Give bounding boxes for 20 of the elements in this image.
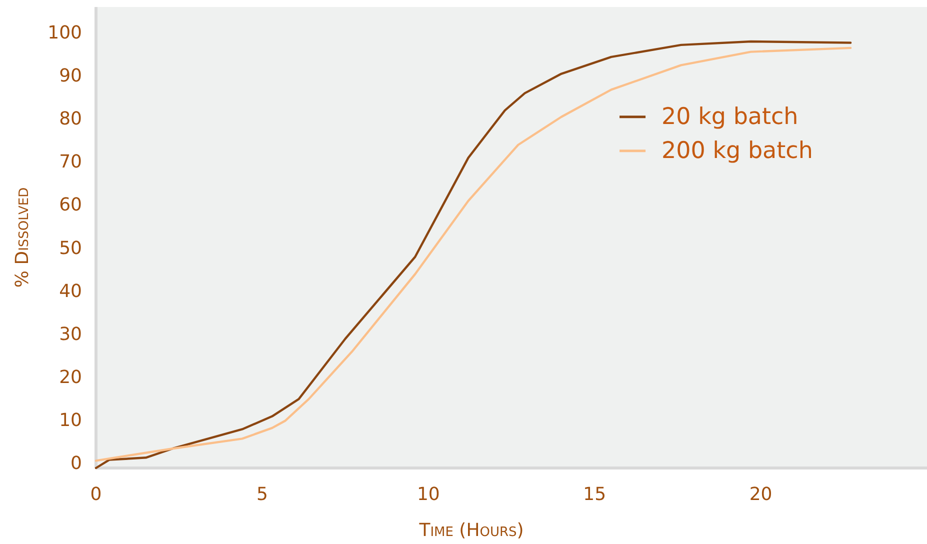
x-axis-title: Time (Hours) (418, 520, 524, 541)
y-tick-label: 50 (59, 238, 82, 259)
y-tick-label: 90 (59, 65, 82, 86)
y-tick-label: 100 (48, 22, 82, 44)
x-tick-label: 5 (256, 484, 268, 505)
y-tick-label: 30 (59, 324, 82, 345)
x-tick-label: 15 (583, 484, 606, 505)
y-axis-title: % Dissolved (12, 187, 33, 288)
y-tick-label: 70 (59, 152, 82, 173)
x-tick-label: 0 (90, 484, 102, 505)
y-tick-label: 0 (70, 453, 82, 474)
y-tick-label: 40 (59, 280, 82, 302)
legend-label: 20 kg batch (662, 104, 798, 130)
x-tick-label: 10 (416, 484, 440, 505)
y-tick-label: 10 (59, 410, 82, 432)
y-tick-label: 80 (59, 108, 82, 130)
legend-label: 200 kg batch (662, 138, 813, 164)
y-tick-label: 60 (59, 194, 82, 216)
x-tick-label: 20 (749, 484, 772, 505)
y-tick-label: 20 (59, 367, 82, 388)
